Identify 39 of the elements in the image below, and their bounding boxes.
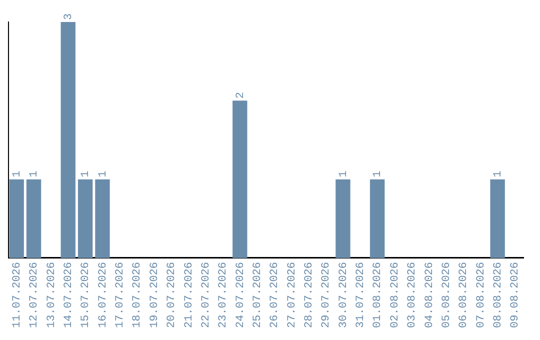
x-tick-label: 03.08.2026 (406, 262, 419, 328)
data-label: 1 (492, 170, 504, 178)
x-tick-label: 19.07.2026 (148, 262, 161, 328)
x-tick-label: 17.07.2026 (114, 262, 127, 328)
x-tick-label: 14.07.2026 (63, 262, 76, 328)
x-tick-label: 11.07.2026 (11, 262, 24, 328)
x-tick-label: 23.07.2026 (218, 262, 230, 328)
x-tick-label: 22.07.2026 (200, 262, 212, 328)
x-tick-label: 04.08.2026 (424, 262, 436, 328)
x-tick-label: 30.07.2026 (338, 262, 350, 328)
data-label: 1 (338, 170, 350, 178)
x-tick-label: 24.07.2026 (234, 262, 247, 328)
data-label: 1 (11, 170, 24, 178)
data-label: 3 (63, 13, 76, 20)
x-tick-label: 18.07.2026 (132, 262, 144, 328)
x-tick-label: 31.07.2026 (355, 262, 368, 328)
x-tick-label: 15.07.2026 (80, 262, 92, 328)
x-tick-label: 02.08.2026 (389, 262, 402, 328)
x-tick-label: 29.07.2026 (320, 262, 333, 328)
x-tick-label: 25.07.2026 (252, 262, 264, 328)
data-label: 1 (80, 170, 92, 178)
data-label: 2 (234, 92, 247, 99)
x-tick-label: 12.07.2026 (28, 262, 41, 328)
x-tick-label: 09.08.2026 (510, 262, 522, 328)
x-tick-label: 01.08.2026 (372, 262, 384, 328)
x-tick-label: 26.07.2026 (269, 262, 282, 328)
x-tick-label: 08.08.2026 (492, 262, 504, 328)
data-label: 1 (372, 170, 384, 178)
x-tick-label: 27.07.2026 (286, 262, 298, 328)
x-tick-label: 21.07.2026 (183, 262, 196, 328)
x-tick-label: 07.08.2026 (475, 262, 488, 328)
x-tick-label: 16.07.2026 (97, 262, 110, 328)
x-tick-label: 20.07.2026 (166, 262, 178, 328)
data-label: 1 (97, 170, 110, 178)
x-tick-label: 05.08.2026 (440, 262, 453, 328)
data-label: 1 (28, 170, 41, 178)
x-tick-label: 13.07.2026 (46, 262, 58, 328)
x-tick-label: 06.08.2026 (458, 262, 470, 328)
x-tick-label: 28.07.2026 (304, 262, 316, 328)
